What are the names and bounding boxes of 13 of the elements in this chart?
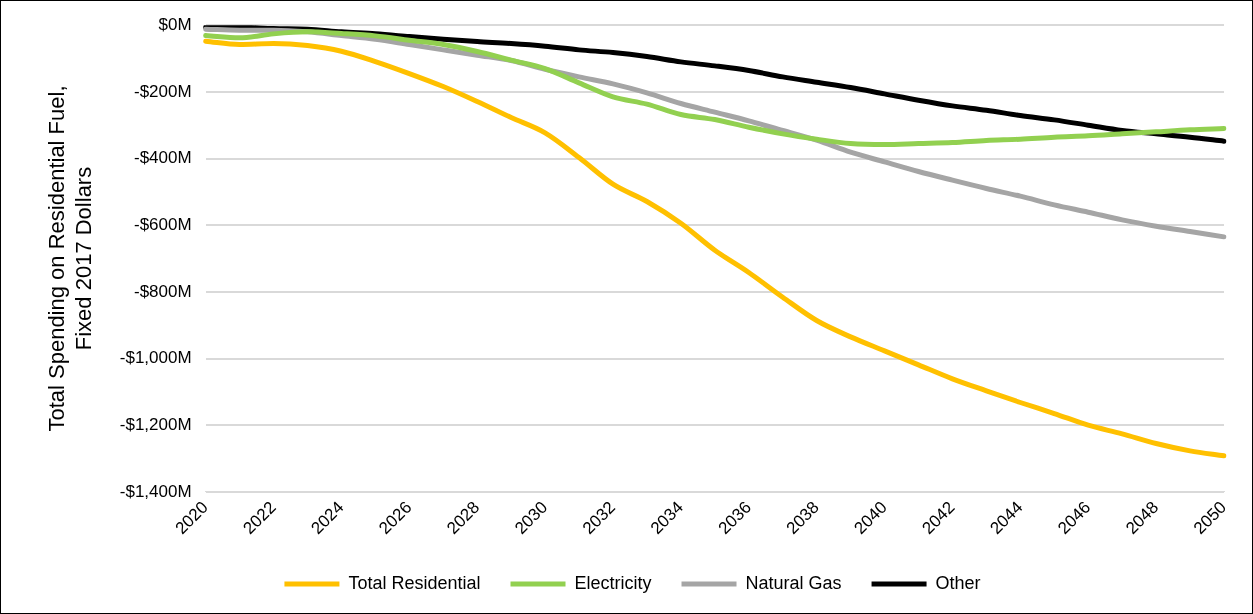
y-tick-label: $0M <box>158 14 192 34</box>
legend-label: Electricity <box>574 572 652 593</box>
y-tick-label: -$1,400M <box>119 481 192 501</box>
y-axis-title: Total Spending on Residential Fuel, Fixed 2017 Dollars <box>44 85 96 432</box>
y-tick-label: -$600M <box>133 214 192 234</box>
legend-label: Total Residential <box>348 572 481 593</box>
y-tick-label: -$1,200M <box>119 414 192 434</box>
legend-label: Natural Gas <box>745 572 842 593</box>
y-tick-label: -$1,000M <box>119 348 192 368</box>
y-tick-label: -$200M <box>133 81 192 101</box>
legend-label: Other <box>935 572 981 593</box>
y-tick-label: -$400M <box>133 148 192 168</box>
y-tick-label: -$800M <box>133 281 192 301</box>
